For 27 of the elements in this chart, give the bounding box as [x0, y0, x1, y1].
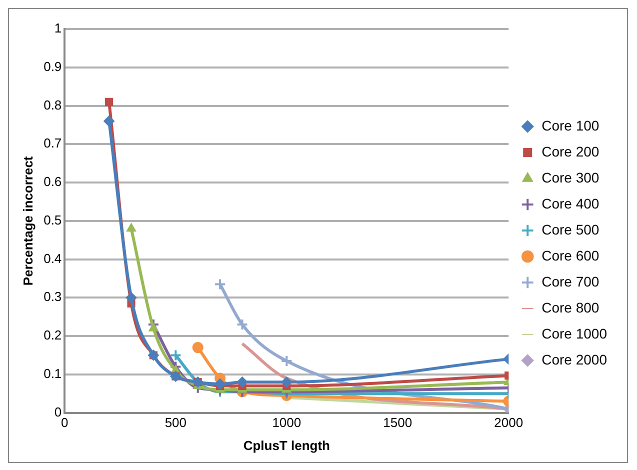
- legend-label: Core 600: [542, 247, 600, 264]
- legend-label: Core 300: [542, 169, 600, 186]
- y-tick-label: 1: [54, 20, 62, 36]
- x-tick-label: 1000: [272, 415, 302, 430]
- x-tick-label: 2000: [494, 415, 524, 430]
- y-tick-label: 0.6: [44, 174, 62, 190]
- y-tick-label: 0.4: [44, 250, 62, 266]
- y-tick-label: 0.8: [44, 97, 62, 112]
- x-tick-label: 1500: [383, 415, 412, 430]
- legend-label: Core 2000: [542, 351, 608, 368]
- legend-label: Core 800: [542, 299, 600, 316]
- y-tick-label: 0.3: [44, 289, 62, 304]
- legend-label: Core 1000: [542, 325, 608, 342]
- legend-label: Core 200: [542, 143, 600, 160]
- legend-label: Core 500: [542, 221, 600, 238]
- y-tick-label: 0.5: [44, 212, 62, 228]
- x-axis-title: CplusT length: [243, 438, 330, 453]
- y-tick-label: 0.7: [44, 136, 62, 151]
- y-axis-title: Percentage incorrect: [20, 156, 36, 286]
- y-tick-label: 0.1: [44, 366, 62, 381]
- y-tick-label: 0: [54, 404, 62, 420]
- legend-label: Core 100: [542, 117, 600, 134]
- legend-label: Core 700: [542, 273, 600, 290]
- legend-label: Core 400: [542, 195, 600, 212]
- x-tick-label: 500: [164, 415, 187, 430]
- y-tick-label: 0.9: [44, 58, 62, 74]
- y-tick-label: 0.2: [44, 328, 62, 343]
